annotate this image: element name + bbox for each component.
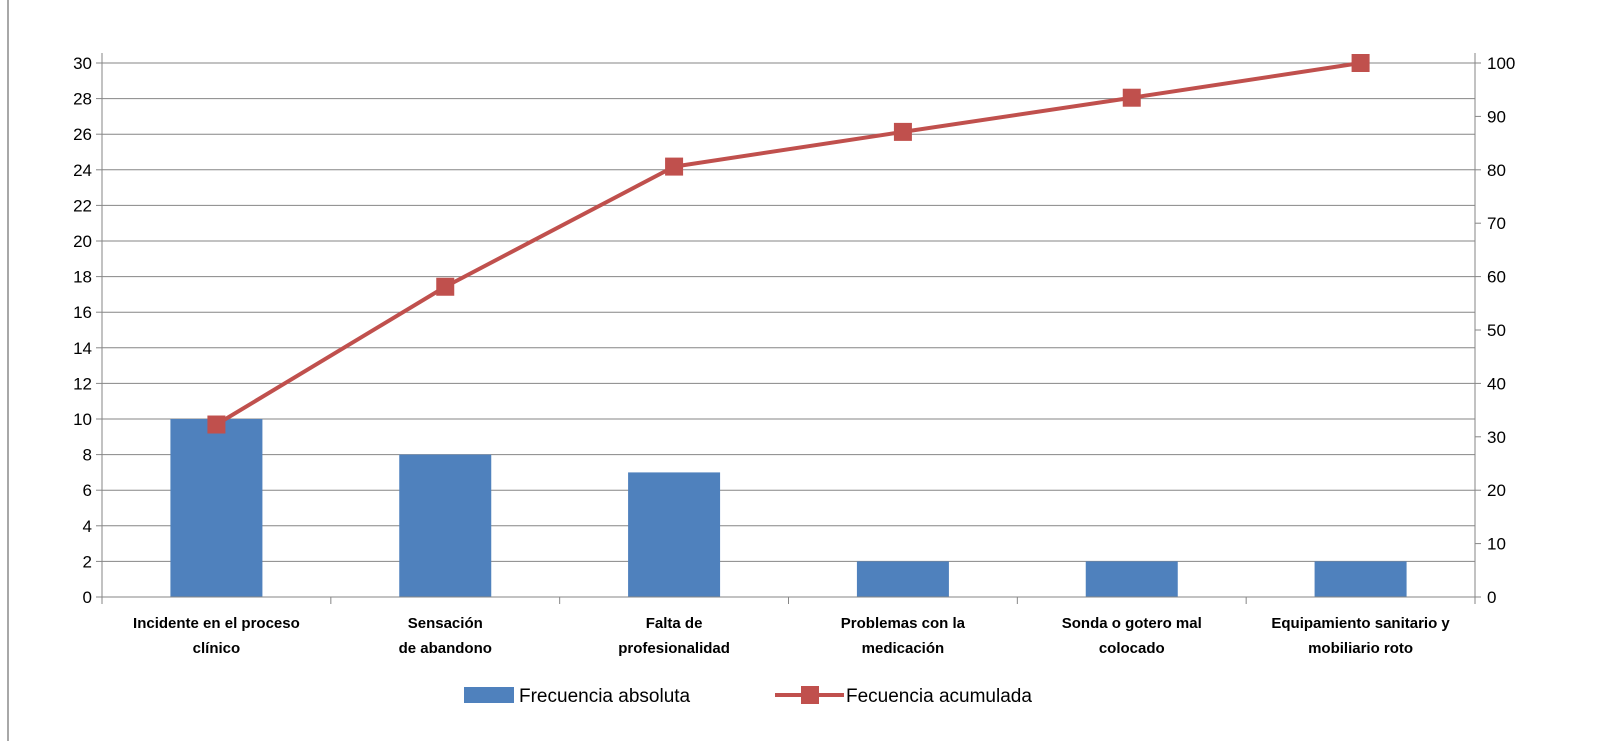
- y-right-tick-label: 0: [1487, 588, 1496, 607]
- gridlines: [102, 62, 1475, 562]
- bar: [628, 472, 721, 597]
- y-left-tick-label: 12: [73, 374, 92, 393]
- cumulative-line: [215, 61, 1361, 427]
- y-left-tick-label: 10: [73, 410, 92, 429]
- x-category-label: medicación: [862, 640, 945, 657]
- x-category-label: Incidente en el proceso: [133, 615, 300, 632]
- line-marker: [1351, 54, 1370, 72]
- x-category-label: Equipamiento sanitario y: [1271, 615, 1450, 632]
- legend-bar-swatch: [464, 687, 514, 703]
- y-right-tick-label: 10: [1487, 535, 1506, 554]
- line-series: [207, 54, 1370, 434]
- x-category-label: Falta de: [646, 615, 703, 632]
- line-marker: [665, 157, 684, 176]
- y-left-tick-label: 26: [73, 125, 92, 144]
- y-left-tick-label: 4: [83, 517, 92, 536]
- y-left-tick-label: 18: [73, 268, 92, 287]
- y-right-tick-label: 30: [1487, 428, 1506, 447]
- y-left-tick-label: 0: [83, 588, 92, 607]
- y-right-tick-label: 50: [1487, 321, 1506, 340]
- y-left-tick-label: 22: [73, 196, 92, 215]
- bar: [1314, 561, 1407, 597]
- y-right-tick-label: 20: [1487, 481, 1506, 500]
- bar: [856, 561, 949, 597]
- y-left-tick-label: 16: [73, 303, 92, 322]
- x-category-label: Sensación: [408, 615, 483, 632]
- y-right-tick-label: 80: [1487, 161, 1506, 180]
- y-left-tick-label: 2: [83, 552, 92, 571]
- bar: [399, 454, 492, 597]
- x-category-label: profesionalidad: [618, 640, 730, 657]
- y-right-tick-label: 40: [1487, 374, 1506, 393]
- x-category-label: Sonda o gotero mal: [1062, 615, 1202, 632]
- line-marker: [893, 122, 912, 141]
- y-left-tick-label: 30: [73, 54, 92, 73]
- y-right-tick-label: 60: [1487, 268, 1506, 287]
- legend-line-marker: [801, 686, 819, 704]
- line-marker: [436, 277, 455, 296]
- legend-bar-label: Frecuencia absoluta: [519, 686, 691, 707]
- y-right-tick-label: 70: [1487, 214, 1506, 233]
- x-category-label: de abandono: [399, 640, 492, 657]
- line-marker: [207, 415, 226, 434]
- bar-series: [170, 419, 1407, 597]
- y-left-tick-label: 6: [83, 481, 92, 500]
- y-left-tick-label: 28: [73, 90, 92, 109]
- x-category-label: Problemas con la: [841, 615, 966, 632]
- y-left-tick-label: 8: [83, 446, 92, 465]
- axis-labels: 0246810121416182022242628300102030405060…: [73, 54, 1515, 657]
- line-marker: [1122, 88, 1141, 107]
- legend-line-label: Fecuencia acumulada: [846, 686, 1032, 707]
- legend: Frecuencia absoluta Fecuencia acumulada: [464, 686, 1032, 707]
- y-right-tick-label: 100: [1487, 54, 1515, 73]
- x-category-label: mobiliario roto: [1308, 640, 1413, 657]
- y-left-tick-label: 20: [73, 232, 92, 251]
- x-category-label: colocado: [1099, 640, 1165, 657]
- y-right-tick-label: 90: [1487, 107, 1506, 126]
- bar: [1085, 561, 1178, 597]
- bar: [170, 419, 263, 597]
- y-left-tick-label: 24: [73, 161, 92, 180]
- y-left-tick-label: 14: [73, 339, 92, 358]
- axes: [96, 53, 1481, 604]
- x-category-label: clínico: [193, 640, 241, 657]
